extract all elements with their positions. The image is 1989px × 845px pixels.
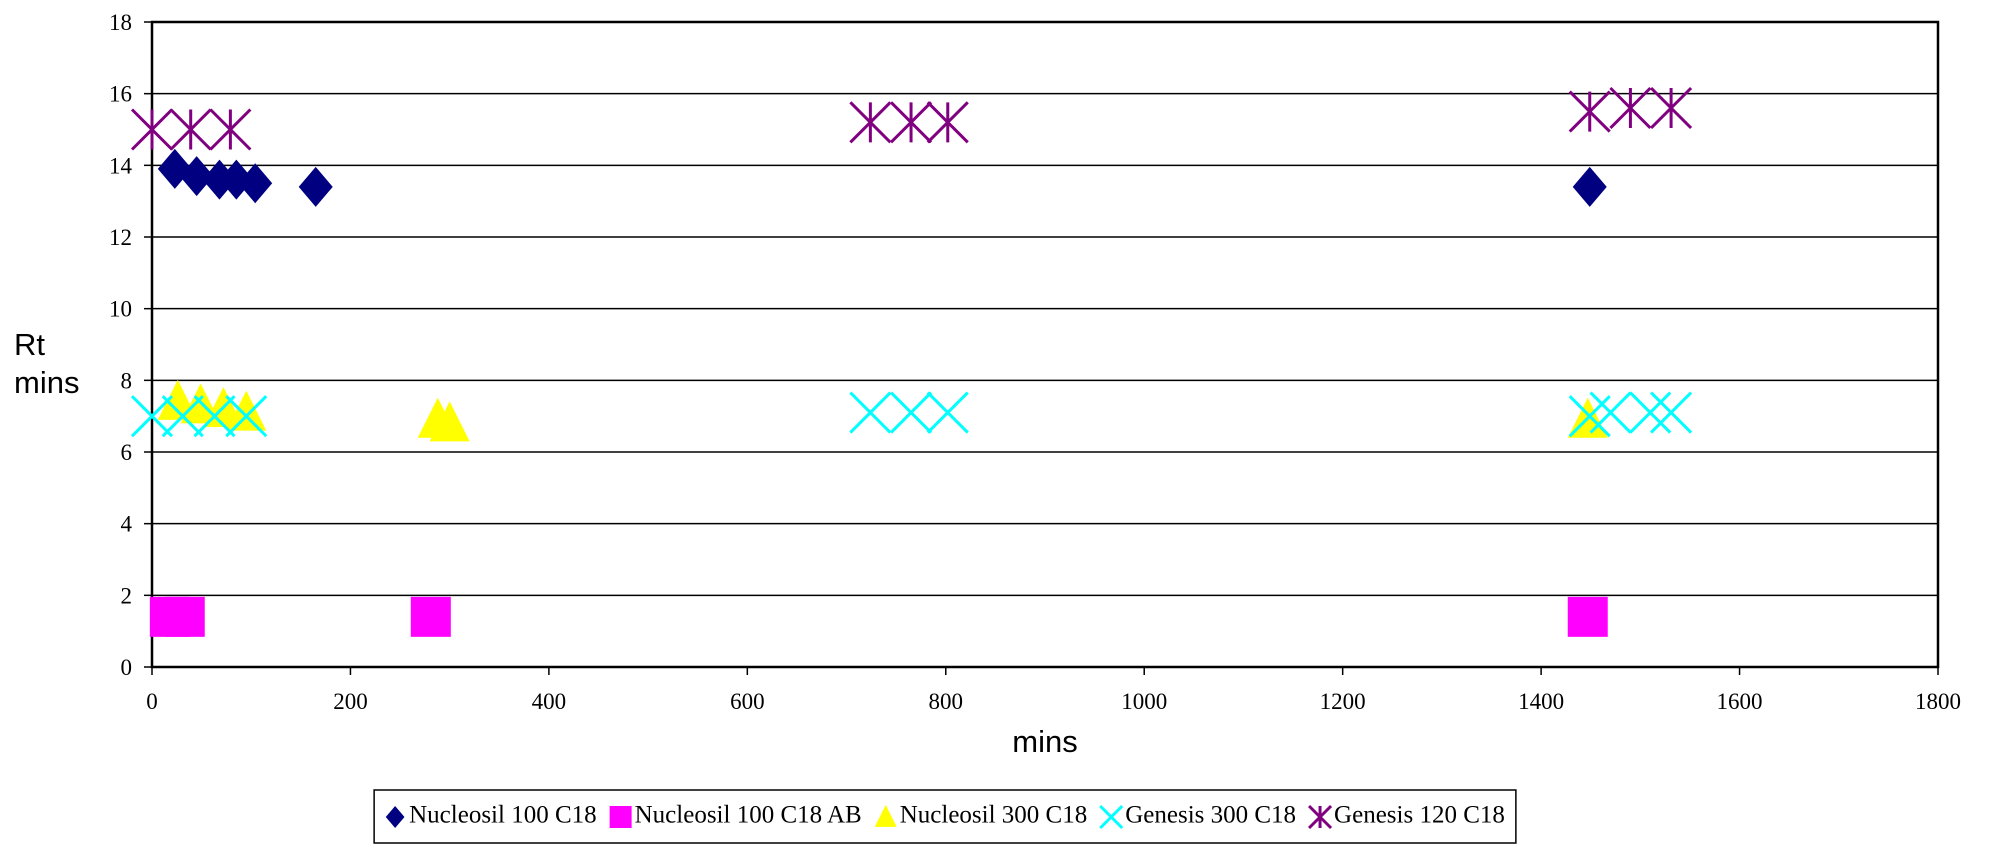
marker [1650,391,1693,434]
y-tick-label: 2 [121,583,133,608]
marker [609,806,632,828]
x-tick-label: 1600 [1717,689,1763,714]
x-tick-label: 200 [333,689,368,714]
y-tick-label: 0 [121,655,133,680]
marker [1307,804,1333,830]
marker [1568,90,1611,133]
marker [179,156,214,197]
x-axis-label: mins [1012,724,1077,759]
legend-label: Nucleosil 100 C18 [409,802,597,829]
marker [225,395,268,438]
marker [130,108,174,151]
marker [889,101,933,144]
marker [1568,395,1611,438]
marker [130,395,174,438]
marker [889,391,933,434]
y-tick-label: 10 [109,297,132,322]
marker [1567,596,1608,637]
marker [1629,391,1672,434]
marker [1650,86,1693,130]
legend-box [373,789,1517,844]
legend-label: Nucleosil 300 C18 [900,802,1088,829]
marker [1572,166,1607,207]
marker [226,390,267,431]
marker [1589,391,1632,434]
marker [429,401,470,442]
y-tick-label: 14 [109,153,133,178]
y-tick-label: 8 [121,368,133,393]
x-tick-label: 1000 [1121,689,1167,714]
y-tick-label: 6 [121,440,133,465]
marker [849,101,892,144]
y-tick-label: 16 [109,82,132,107]
plot-frame [150,20,1940,669]
y-axis-label: Rt [14,327,45,362]
marker [874,804,897,827]
y-tick-label: 18 [109,10,132,35]
marker [161,395,204,438]
y-tick-label: 4 [121,512,133,537]
marker [193,395,236,438]
x-tick-label: 0 [146,689,158,714]
marker [1609,86,1652,130]
marker [298,166,333,207]
x-tick-label: 600 [730,689,765,714]
marker [238,163,273,204]
marker [209,108,252,151]
x-tick-label: 400 [532,689,567,714]
y-tick-label: 12 [109,225,132,250]
x-tick-label: 1400 [1518,689,1564,714]
marker [926,101,969,144]
legend-label: Nucleosil 100 C18 AB [635,802,862,829]
marker [164,596,205,637]
marker [849,391,892,434]
x-tick-label: 1800 [1915,689,1961,714]
y-axis-label: mins [14,365,79,400]
marker [1099,804,1124,830]
x-tick-label: 1200 [1320,689,1366,714]
legend: Nucleosil 100 C18 Nucleosil 100 C18 AB Nuc… [385,802,1505,830]
x-tick-label: 800 [929,689,964,714]
marker [410,596,451,637]
legend-label: Genesis 300 C18 [1125,802,1296,829]
legend-label: Genesis 120 C18 [1334,802,1505,829]
marker [926,391,969,434]
marker [385,806,405,828]
marker [169,108,212,151]
